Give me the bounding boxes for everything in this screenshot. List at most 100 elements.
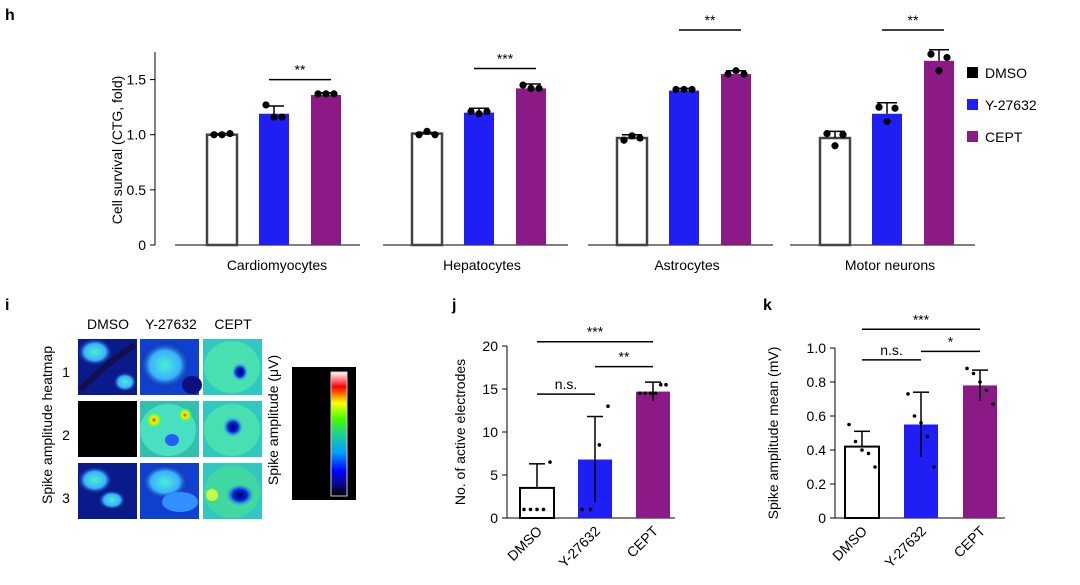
h-data-point (688, 85, 696, 94)
heatmap-col-label-y27632: Y-27632 (145, 316, 197, 332)
heatmap-cell-r3-cept (203, 463, 262, 519)
h-y-tick-label: 1.5 (127, 72, 147, 88)
k-y-tick-label: 0.4 (807, 442, 827, 458)
h-data-point (218, 131, 226, 139)
k-data-point (853, 439, 858, 444)
j-data-point (606, 404, 610, 409)
legend-label: CEPT (985, 129, 1023, 145)
heatmap-cell-r1-y27632 (139, 339, 202, 395)
h-data-point (891, 104, 899, 112)
k-bar (844, 445, 880, 520)
heatmap-cell-r1-dmso (77, 338, 137, 395)
h-data-point (431, 131, 439, 139)
k-y-tick-label: 1.0 (807, 340, 827, 356)
h-category-label: Astrocytes (654, 257, 719, 273)
k-data-point (978, 380, 982, 384)
k-data-point (971, 371, 976, 376)
h-data-point (415, 131, 423, 139)
k-data-point (991, 402, 995, 406)
h-data-point (519, 81, 527, 89)
j-data-point (522, 507, 526, 512)
h-bar (311, 95, 341, 245)
k-data-point (860, 448, 864, 452)
panel-i-letter: i (5, 297, 9, 314)
h-data-point (322, 90, 330, 98)
h-data-point (672, 85, 680, 94)
j-category-label: CEPT (623, 522, 661, 560)
j-data-point (580, 507, 584, 512)
legend-label: Y-27632 (985, 97, 1037, 113)
h-sig-label: ** (295, 62, 306, 78)
j-y-tick-label: 5 (490, 467, 498, 483)
h-data-point (423, 127, 431, 136)
h-data-point (620, 136, 628, 144)
h-bar (464, 112, 494, 246)
h-data-point (943, 53, 951, 62)
heatmap-cell-r1-cept (203, 339, 262, 395)
h-data-point (883, 117, 891, 126)
h-data-point (467, 107, 475, 116)
h-data-point (732, 67, 740, 75)
heatmap-ylabel: Spike amplitude heatmap (39, 346, 55, 504)
k-sig-label: * (948, 333, 954, 349)
k-y-tick-label: 0.8 (807, 374, 827, 390)
h-data-point (831, 142, 839, 150)
h-bar (410, 132, 444, 247)
panel-j-chart: 0 5 10 15 20 No. of active electrodes DMSO Y-27… (452, 324, 675, 571)
h-data-point (724, 70, 732, 78)
k-data-point (932, 465, 936, 469)
h-data-point (839, 131, 847, 139)
k-category-label: DMSO (829, 523, 870, 564)
j-category-label: DMSO (504, 523, 545, 564)
h-data-point (875, 103, 883, 111)
panel-k-chart: 0 0.2 0.4 0.6 0.8 1.0 Spike amplitude mean (mV… (765, 311, 1005, 571)
j-y-tick-label: 20 (482, 338, 498, 354)
j-data-point (541, 507, 546, 512)
k-y-tick-label: 0 (818, 510, 826, 526)
j-data-point (643, 391, 647, 396)
k-data-point (925, 434, 930, 439)
h-bar (516, 88, 546, 245)
h-bar (205, 133, 239, 247)
h-y-tick-label: 1.0 (127, 127, 147, 143)
j-data-point (659, 382, 663, 387)
k-category-label: CEPT (950, 522, 988, 560)
heatmap-row-label-1: 1 (62, 364, 70, 380)
h-data-point (535, 84, 543, 92)
h-bar (818, 136, 852, 247)
k-data-point (847, 422, 851, 427)
panel-h-letter: h (5, 7, 15, 24)
j-data-point (548, 460, 552, 464)
h-category-label: Motor neurons (845, 257, 935, 273)
h-bar (924, 60, 954, 245)
j-category-label: Y-27632 (555, 523, 603, 571)
k-data-point (906, 392, 910, 396)
j-sig-label: n.s. (555, 376, 578, 392)
h-data-point (226, 130, 234, 138)
h-data-point (475, 110, 483, 118)
j-data-point (653, 391, 658, 396)
j-data-point (588, 507, 593, 512)
heatmap-cell-r3-dmso (77, 463, 137, 519)
h-data-point (330, 90, 338, 98)
heatmap-cell-r3-y27632 (140, 463, 199, 519)
k-data-point (873, 465, 877, 469)
j-y-tick-label: 15 (482, 381, 498, 397)
k-bar (963, 385, 997, 518)
h-data-point (210, 131, 218, 139)
h-data-point (823, 130, 831, 138)
heatmap-colorbar (292, 367, 356, 500)
j-sig-label: ** (619, 349, 630, 365)
j-y-tick-label: 10 (482, 424, 498, 440)
heatmap-row-label-2: 2 (62, 427, 70, 443)
k-sig-label: n.s. (880, 342, 903, 358)
h-bar (721, 74, 751, 245)
k-data-point (984, 388, 989, 393)
j-data-point (648, 391, 653, 396)
h-ylabel: Cell survival (CTG, fold) (109, 76, 125, 225)
h-bar (615, 136, 649, 247)
j-data-point (664, 382, 668, 387)
j-sig-label: *** (587, 324, 604, 340)
